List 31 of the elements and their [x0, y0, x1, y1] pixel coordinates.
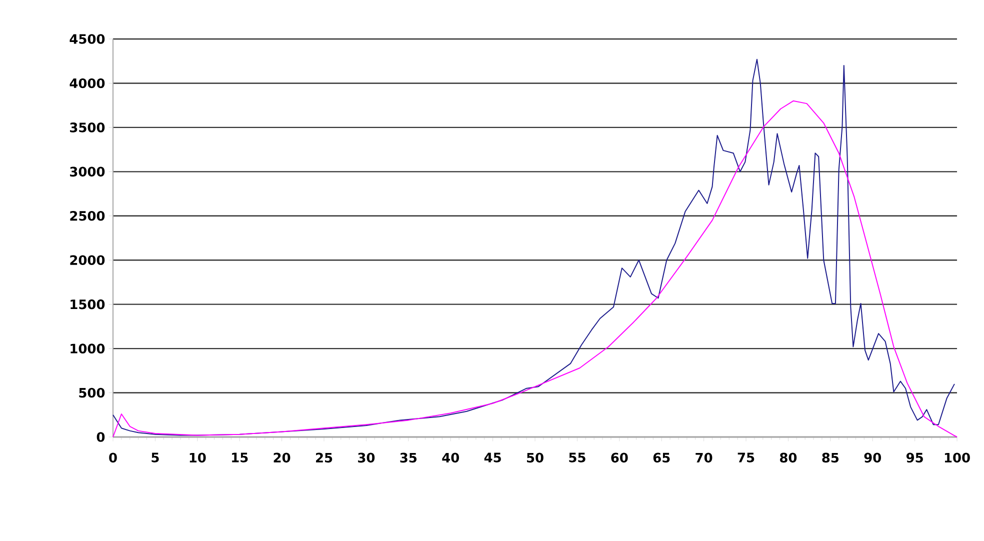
x-tick-label: 95 [906, 452, 923, 463]
y-tick-label: 4500 [70, 34, 105, 44]
x-tick-label: 85 [822, 452, 839, 463]
x-tick-label: 20 [274, 452, 290, 463]
x-tick-label: 90 [864, 452, 882, 463]
y-tick-label: 2000 [70, 255, 105, 266]
y-tick-label: 2500 [70, 210, 105, 221]
x-tick-label: 45 [484, 452, 501, 462]
x-tick-label: 100 [944, 452, 970, 463]
x-tick-label: 30 [358, 452, 375, 463]
y-tick-label: 4000 [70, 78, 105, 88]
x-tick-label: 70 [696, 452, 712, 463]
y-tick-label: 1000 [70, 344, 105, 354]
x-tick-label: 55 [569, 452, 586, 462]
x-tick-label: 35 [400, 452, 417, 463]
y-tick-label: 3000 [70, 166, 105, 177]
y-tick-label: 1500 [70, 299, 105, 310]
y-tick-label: 3500 [70, 122, 105, 132]
x-tick-label: 60 [611, 452, 628, 463]
x-tick-label: 0 [109, 452, 117, 463]
y-tick-label: 0 [96, 432, 105, 442]
x-tick-label: 15 [232, 452, 248, 462]
y-tick-label: 500 [79, 388, 105, 398]
x-tick-label: 80 [780, 452, 797, 463]
x-tick-label: 75 [738, 452, 754, 462]
x-tick-label: 25 [316, 452, 332, 463]
x-tick-label: 40 [442, 452, 459, 463]
x-tick-label: 5 [152, 452, 159, 462]
x-tick-label: 65 [653, 452, 670, 463]
x-tick-label: 50 [526, 452, 544, 463]
x-tick-label: 10 [190, 452, 206, 463]
